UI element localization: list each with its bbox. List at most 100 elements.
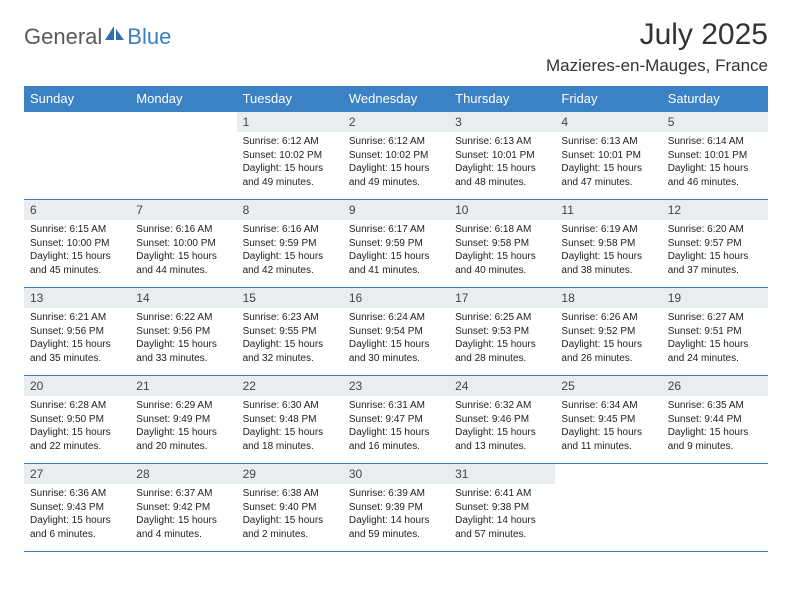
- day-number: 20: [24, 376, 130, 396]
- day-number: 13: [24, 288, 130, 308]
- calendar-cell: 11Sunrise: 6:19 AMSunset: 9:58 PMDayligh…: [555, 200, 661, 288]
- calendar-cell: 29Sunrise: 6:38 AMSunset: 9:40 PMDayligh…: [237, 464, 343, 552]
- day-number: 14: [130, 288, 236, 308]
- day-header: Sunday: [24, 86, 130, 112]
- calendar-cell: 12Sunrise: 6:20 AMSunset: 9:57 PMDayligh…: [662, 200, 768, 288]
- day-details: Sunrise: 6:34 AMSunset: 9:45 PMDaylight:…: [555, 396, 661, 457]
- day-number: 1: [237, 112, 343, 132]
- day-number: 23: [343, 376, 449, 396]
- calendar-cell: 7Sunrise: 6:16 AMSunset: 10:00 PMDayligh…: [130, 200, 236, 288]
- logo-text-blue: Blue: [127, 24, 171, 50]
- calendar-cell: 10Sunrise: 6:18 AMSunset: 9:58 PMDayligh…: [449, 200, 555, 288]
- calendar-cell: 5Sunrise: 6:14 AMSunset: 10:01 PMDayligh…: [662, 112, 768, 200]
- day-number: 3: [449, 112, 555, 132]
- calendar-cell: 31Sunrise: 6:41 AMSunset: 9:38 PMDayligh…: [449, 464, 555, 552]
- day-number: 7: [130, 200, 236, 220]
- day-header: Monday: [130, 86, 236, 112]
- day-number: 8: [237, 200, 343, 220]
- calendar-cell: 9Sunrise: 6:17 AMSunset: 9:59 PMDaylight…: [343, 200, 449, 288]
- day-number: 15: [237, 288, 343, 308]
- calendar-cell: 24Sunrise: 6:32 AMSunset: 9:46 PMDayligh…: [449, 376, 555, 464]
- day-details: Sunrise: 6:19 AMSunset: 9:58 PMDaylight:…: [555, 220, 661, 281]
- logo: General Blue: [24, 24, 171, 50]
- page-title: July 2025: [546, 18, 768, 52]
- day-details: Sunrise: 6:16 AMSunset: 9:59 PMDaylight:…: [237, 220, 343, 281]
- day-details: Sunrise: 6:20 AMSunset: 9:57 PMDaylight:…: [662, 220, 768, 281]
- calendar-row: 13Sunrise: 6:21 AMSunset: 9:56 PMDayligh…: [24, 288, 768, 376]
- location-text: Mazieres-en-Mauges, France: [546, 56, 768, 76]
- day-number: 2: [343, 112, 449, 132]
- title-block: July 2025 Mazieres-en-Mauges, France: [546, 18, 768, 76]
- calendar-cell: 18Sunrise: 6:26 AMSunset: 9:52 PMDayligh…: [555, 288, 661, 376]
- day-number: 12: [662, 200, 768, 220]
- calendar-cell: 22Sunrise: 6:30 AMSunset: 9:48 PMDayligh…: [237, 376, 343, 464]
- day-number: 6: [24, 200, 130, 220]
- calendar-cell: 15Sunrise: 6:23 AMSunset: 9:55 PMDayligh…: [237, 288, 343, 376]
- calendar-row: 1Sunrise: 6:12 AMSunset: 10:02 PMDayligh…: [24, 112, 768, 200]
- calendar-cell: 1Sunrise: 6:12 AMSunset: 10:02 PMDayligh…: [237, 112, 343, 200]
- calendar-cell: 21Sunrise: 6:29 AMSunset: 9:49 PMDayligh…: [130, 376, 236, 464]
- day-details: Sunrise: 6:12 AMSunset: 10:02 PMDaylight…: [237, 132, 343, 193]
- day-number: 24: [449, 376, 555, 396]
- calendar-cell: 19Sunrise: 6:27 AMSunset: 9:51 PMDayligh…: [662, 288, 768, 376]
- day-details: Sunrise: 6:38 AMSunset: 9:40 PMDaylight:…: [237, 484, 343, 545]
- day-number: 18: [555, 288, 661, 308]
- day-details: Sunrise: 6:21 AMSunset: 9:56 PMDaylight:…: [24, 308, 130, 369]
- calendar-cell: 14Sunrise: 6:22 AMSunset: 9:56 PMDayligh…: [130, 288, 236, 376]
- day-details: Sunrise: 6:35 AMSunset: 9:44 PMDaylight:…: [662, 396, 768, 457]
- day-number: 4: [555, 112, 661, 132]
- day-details: Sunrise: 6:24 AMSunset: 9:54 PMDaylight:…: [343, 308, 449, 369]
- day-details: Sunrise: 6:32 AMSunset: 9:46 PMDaylight:…: [449, 396, 555, 457]
- day-details: Sunrise: 6:30 AMSunset: 9:48 PMDaylight:…: [237, 396, 343, 457]
- header: General Blue July 2025 Mazieres-en-Mauge…: [24, 18, 768, 76]
- day-details: Sunrise: 6:37 AMSunset: 9:42 PMDaylight:…: [130, 484, 236, 545]
- calendar-cell: [662, 464, 768, 552]
- day-number: 9: [343, 200, 449, 220]
- day-details: Sunrise: 6:27 AMSunset: 9:51 PMDaylight:…: [662, 308, 768, 369]
- day-number: 25: [555, 376, 661, 396]
- day-details: Sunrise: 6:15 AMSunset: 10:00 PMDaylight…: [24, 220, 130, 281]
- calendar-row: 27Sunrise: 6:36 AMSunset: 9:43 PMDayligh…: [24, 464, 768, 552]
- day-number: 16: [343, 288, 449, 308]
- day-details: Sunrise: 6:14 AMSunset: 10:01 PMDaylight…: [662, 132, 768, 193]
- logo-text-general: General: [24, 24, 102, 50]
- day-header-row: Sunday Monday Tuesday Wednesday Thursday…: [24, 86, 768, 112]
- day-details: Sunrise: 6:26 AMSunset: 9:52 PMDaylight:…: [555, 308, 661, 369]
- calendar-cell: 23Sunrise: 6:31 AMSunset: 9:47 PMDayligh…: [343, 376, 449, 464]
- calendar-cell: 27Sunrise: 6:36 AMSunset: 9:43 PMDayligh…: [24, 464, 130, 552]
- day-header: Friday: [555, 86, 661, 112]
- day-details: Sunrise: 6:12 AMSunset: 10:02 PMDaylight…: [343, 132, 449, 193]
- day-details: Sunrise: 6:28 AMSunset: 9:50 PMDaylight:…: [24, 396, 130, 457]
- day-header: Thursday: [449, 86, 555, 112]
- day-details: Sunrise: 6:36 AMSunset: 9:43 PMDaylight:…: [24, 484, 130, 545]
- day-header: Saturday: [662, 86, 768, 112]
- calendar-cell: 3Sunrise: 6:13 AMSunset: 10:01 PMDayligh…: [449, 112, 555, 200]
- day-number: 29: [237, 464, 343, 484]
- day-number: 17: [449, 288, 555, 308]
- day-details: Sunrise: 6:25 AMSunset: 9:53 PMDaylight:…: [449, 308, 555, 369]
- calendar-cell: 20Sunrise: 6:28 AMSunset: 9:50 PMDayligh…: [24, 376, 130, 464]
- day-details: Sunrise: 6:13 AMSunset: 10:01 PMDaylight…: [449, 132, 555, 193]
- day-header: Wednesday: [343, 86, 449, 112]
- calendar-cell: 26Sunrise: 6:35 AMSunset: 9:44 PMDayligh…: [662, 376, 768, 464]
- calendar-cell: 30Sunrise: 6:39 AMSunset: 9:39 PMDayligh…: [343, 464, 449, 552]
- day-details: Sunrise: 6:31 AMSunset: 9:47 PMDaylight:…: [343, 396, 449, 457]
- calendar-cell: [24, 112, 130, 200]
- day-number: 21: [130, 376, 236, 396]
- day-number: 19: [662, 288, 768, 308]
- calendar-cell: 16Sunrise: 6:24 AMSunset: 9:54 PMDayligh…: [343, 288, 449, 376]
- day-number: 5: [662, 112, 768, 132]
- calendar-cell: 17Sunrise: 6:25 AMSunset: 9:53 PMDayligh…: [449, 288, 555, 376]
- day-details: Sunrise: 6:13 AMSunset: 10:01 PMDaylight…: [555, 132, 661, 193]
- day-details: Sunrise: 6:29 AMSunset: 9:49 PMDaylight:…: [130, 396, 236, 457]
- day-number: 22: [237, 376, 343, 396]
- calendar-cell: 8Sunrise: 6:16 AMSunset: 9:59 PMDaylight…: [237, 200, 343, 288]
- day-details: Sunrise: 6:23 AMSunset: 9:55 PMDaylight:…: [237, 308, 343, 369]
- calendar-cell: [130, 112, 236, 200]
- calendar-row: 6Sunrise: 6:15 AMSunset: 10:00 PMDayligh…: [24, 200, 768, 288]
- day-number: 11: [555, 200, 661, 220]
- calendar-cell: 6Sunrise: 6:15 AMSunset: 10:00 PMDayligh…: [24, 200, 130, 288]
- day-number: 28: [130, 464, 236, 484]
- day-number: 27: [24, 464, 130, 484]
- calendar-cell: 13Sunrise: 6:21 AMSunset: 9:56 PMDayligh…: [24, 288, 130, 376]
